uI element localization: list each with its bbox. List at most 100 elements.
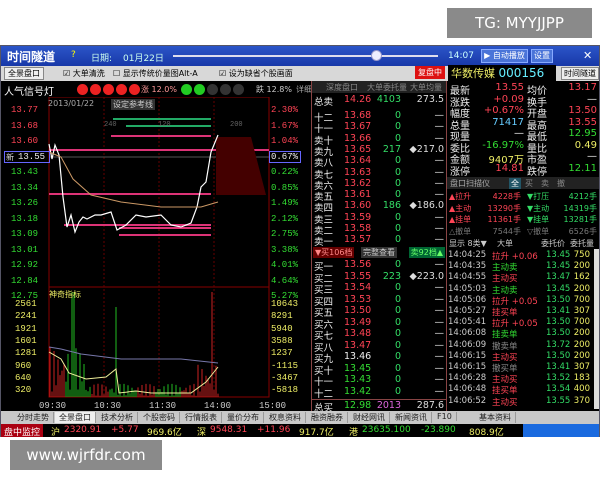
tab-1[interactable]: 全景盘口 xyxy=(55,412,96,423)
help-icon[interactable]: ? xyxy=(71,50,76,60)
sell-price: 13.66 xyxy=(344,132,372,144)
signal-light-icon xyxy=(194,84,205,95)
indicator-line-2 xyxy=(48,351,219,394)
scanner-buy-type: ▲拉升 xyxy=(449,192,472,201)
tab-11[interactable]: 基本资料 xyxy=(475,412,516,423)
sell-qty: 0 xyxy=(394,166,401,178)
sell-avg: — xyxy=(434,211,445,223)
sz-index: 9548.31 xyxy=(210,425,248,435)
scanner-tab[interactable]: 卖 xyxy=(541,179,549,188)
tab-9[interactable]: 新闻资讯 xyxy=(391,412,432,423)
autoplay-button[interactable]: ▶ 自动播放 xyxy=(481,49,528,63)
order-book-row: 卖六 13.62 0 — xyxy=(312,177,446,192)
sell-avg: — xyxy=(434,132,445,144)
traditional-chart-checkbox[interactable]: ☐ 显示传统价量图Alt-A xyxy=(113,69,198,78)
tab-5[interactable]: 量价分布 xyxy=(223,412,264,423)
scanner-sell-qty: 6526手 xyxy=(568,226,597,236)
close-button[interactable]: ✕ xyxy=(583,49,593,62)
reference-line-button[interactable]: 设定参考线 xyxy=(111,99,155,110)
trade-price: 13.47 xyxy=(546,272,571,283)
volume-axis-label: 1921 xyxy=(15,323,37,334)
buy-label: 买八 xyxy=(314,342,334,354)
order-book-midbar: ▼买106档 完整查看 卖92档▲ xyxy=(312,247,446,258)
tab-2[interactable]: 技术分析 xyxy=(97,412,138,423)
order-book-row: 买十 13.45 0 — xyxy=(312,362,446,377)
trade-type: 主动买 xyxy=(492,375,518,386)
index-ticker: 盘中监控 沪 2320.91 +5.77 969.6亿 深 9548.31 +1… xyxy=(1,424,599,438)
quote-label: 总量 xyxy=(450,120,470,132)
quote-label: 均价 xyxy=(527,86,547,97)
full-view-button[interactable]: 完整查看 xyxy=(361,247,397,258)
trade-type: 拉升 +0.06 xyxy=(492,252,538,262)
time-tunnel-button[interactable]: 时间隧道 xyxy=(561,67,599,80)
panorama-tab[interactable]: 全景盘口 xyxy=(4,67,44,80)
tab-10[interactable]: F10 xyxy=(433,412,457,421)
price-axis-label: 13.77 xyxy=(11,105,39,115)
trade-type: 主动卖 xyxy=(492,263,518,274)
big-order-clean-checkbox[interactable]: ☑ 大单清洗 xyxy=(63,69,105,78)
grid-label: 120 xyxy=(158,121,171,129)
trade-volume: 200 xyxy=(573,328,590,339)
buy-price: 13.45 xyxy=(344,362,372,374)
total_sell-qty: 4103 xyxy=(376,94,401,105)
trade-row: 14:04:25 拉升 +0.06 13.45 750 xyxy=(447,250,592,262)
signal-light-icon xyxy=(220,84,231,95)
sell-qty: 0 xyxy=(394,121,401,133)
title-bar: 时间隧道 ? 日期: 01月22日 14:07 ▶ 自动播放 设置 ✕ xyxy=(1,46,599,66)
quote-value: — xyxy=(587,93,597,105)
trade-type: 拉升 +0.05 xyxy=(492,296,538,307)
buy-avg: — xyxy=(434,385,445,397)
scanner-footer-cell: 大单 xyxy=(497,239,513,248)
buy-label: 买五 xyxy=(314,308,334,319)
trade-volume: 750 xyxy=(573,250,590,260)
total-sell-row: 总卖 14.26 4103 273.5 xyxy=(312,94,446,108)
scanner-tab[interactable]: 全 xyxy=(509,178,521,189)
buy-label: 买二 xyxy=(314,273,334,285)
tab-0[interactable]: 分时走势 xyxy=(13,412,54,423)
tab-6[interactable]: 权息资料 xyxy=(265,412,306,423)
trade-list-scrollbar[interactable] xyxy=(594,249,599,409)
buy-avg: — xyxy=(434,374,445,385)
order-book-row: 买二 13.55 223 ◆223.0 xyxy=(312,270,446,285)
quote-row: 现量 — 最低 12.95 xyxy=(447,128,599,143)
date-picker[interactable]: 01月22日 xyxy=(123,54,164,64)
buy-qty: 0 xyxy=(394,282,401,293)
sell-qty: 0 xyxy=(394,110,401,121)
scanner-buy-type: ▲主动 xyxy=(449,203,472,213)
tab-4[interactable]: 行情报表 xyxy=(181,412,222,423)
default-view-checkbox[interactable]: ☑ 设为缺省个股画面 xyxy=(219,69,293,78)
time-slider-handle[interactable] xyxy=(371,50,382,61)
buy-qty: 0 xyxy=(394,339,401,351)
tab-7[interactable]: 融资融券 xyxy=(307,412,348,423)
scanner-tab[interactable]: 撤 xyxy=(557,179,565,188)
scanner-sell-qty: 13281手 xyxy=(563,215,597,224)
quote-label: 跌停 xyxy=(527,166,547,178)
buy-levels-tab[interactable]: ▼买106档 xyxy=(313,247,355,258)
scanner-tab[interactable]: 买 xyxy=(525,179,533,188)
buy-avg: ◆223.0 xyxy=(409,270,444,282)
detail-button[interactable]: 详细 xyxy=(296,85,312,94)
monitor-button[interactable]: 盘中监控 xyxy=(1,424,44,438)
sell-levels-tab[interactable]: 卖92档▲ xyxy=(408,247,445,258)
trade-time: 14:06:28 xyxy=(448,373,487,384)
scanner-sell-type: ▼打压 xyxy=(527,192,550,201)
scanner-header: 盘口扫描仪 全买卖撤 xyxy=(447,177,599,189)
time-slider-track[interactable] xyxy=(173,55,438,57)
scanner-buy-qty: 7544手 xyxy=(492,226,521,236)
sell-qty: 0 xyxy=(394,155,401,167)
settings-button[interactable]: 设置 xyxy=(531,49,553,63)
sh-amount: 969.6亿 xyxy=(147,428,182,438)
volume-axis-label: 960 xyxy=(15,360,32,371)
tab-3[interactable]: 个股密码 xyxy=(139,412,180,423)
quote-value: — xyxy=(514,128,524,139)
trade-row: 14:05:41 拉升 +0.05 13.50 700 xyxy=(447,317,592,329)
tab-8[interactable]: 财经网讯 xyxy=(349,412,390,423)
sell-avg: — xyxy=(434,110,445,121)
trade-type: 主动买 xyxy=(492,397,518,408)
sell-price: 13.62 xyxy=(344,177,372,189)
time-axis-label: 10:30 xyxy=(94,401,122,411)
sell-avg: — xyxy=(434,121,445,133)
sell-label: 十一 xyxy=(314,124,334,136)
scanner-footer-cell[interactable]: 显示 8类▼ xyxy=(449,239,487,248)
buy-label: 十一 xyxy=(314,377,334,388)
